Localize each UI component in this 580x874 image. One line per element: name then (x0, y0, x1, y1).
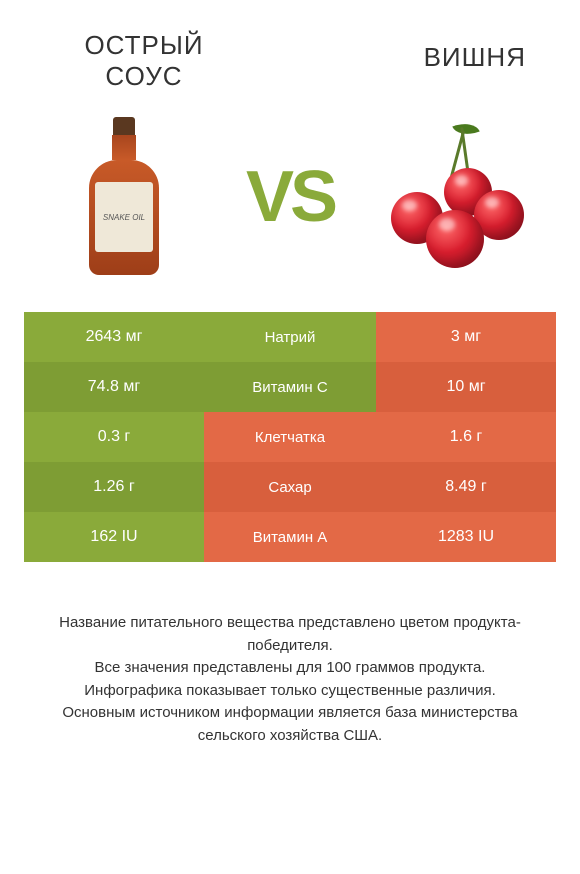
infographic-container: ОСТРЫЙ СОУС ВИШНЯ SNAKE OIL VS (0, 0, 580, 767)
right-value: 1283 IU (376, 512, 556, 562)
footer-line: Основным источником информации является … (34, 702, 546, 747)
images-row: SNAKE OIL VS (24, 112, 556, 312)
left-value: 2643 мг (24, 312, 204, 362)
left-value: 1.26 г (24, 462, 204, 512)
right-value: 8.49 г (376, 462, 556, 512)
footer-line: Все значения представлены для 100 граммо… (34, 657, 546, 680)
footer-line: Инфографика показывает только существенн… (34, 680, 546, 703)
right-value: 10 мг (376, 362, 556, 412)
bottle-label-text: SNAKE OIL (95, 182, 153, 252)
table-row: 1.26 гСахар8.49 г (24, 462, 556, 512)
comparison-table: 2643 мгНатрий3 мг74.8 мгВитамин C10 мг0.… (24, 312, 556, 562)
vs-text: VS (246, 156, 334, 238)
nutrient-name: Сахар (204, 462, 376, 512)
nutrient-name: Натрий (204, 312, 376, 362)
table-row: 162 IUВитамин A1283 IU (24, 512, 556, 562)
right-value: 1.6 г (376, 412, 556, 462)
right-value: 3 мг (376, 312, 556, 362)
header: ОСТРЫЙ СОУС ВИШНЯ (24, 20, 556, 112)
table-row: 0.3 гКлетчатка1.6 г (24, 412, 556, 462)
nutrient-name: Клетчатка (204, 412, 376, 462)
nutrient-name: Витамин C (204, 362, 376, 412)
nutrient-name: Витамин A (204, 512, 376, 562)
cherries-icon (386, 122, 526, 272)
left-product-image: SNAKE OIL (54, 112, 194, 282)
left-value: 74.8 мг (24, 362, 204, 412)
table-row: 74.8 мгВитамин C10 мг (24, 362, 556, 412)
right-product-title: ВИШНЯ (346, 30, 526, 73)
left-product-title: ОСТРЫЙ СОУС (54, 30, 234, 92)
footer-notes: Название питательного вещества представл… (24, 562, 556, 747)
left-value: 0.3 г (24, 412, 204, 462)
table-row: 2643 мгНатрий3 мг (24, 312, 556, 362)
footer-line: Название питательного вещества представл… (34, 612, 546, 657)
hot-sauce-bottle-icon: SNAKE OIL (89, 117, 159, 277)
left-value: 162 IU (24, 512, 204, 562)
right-product-image (386, 112, 526, 282)
